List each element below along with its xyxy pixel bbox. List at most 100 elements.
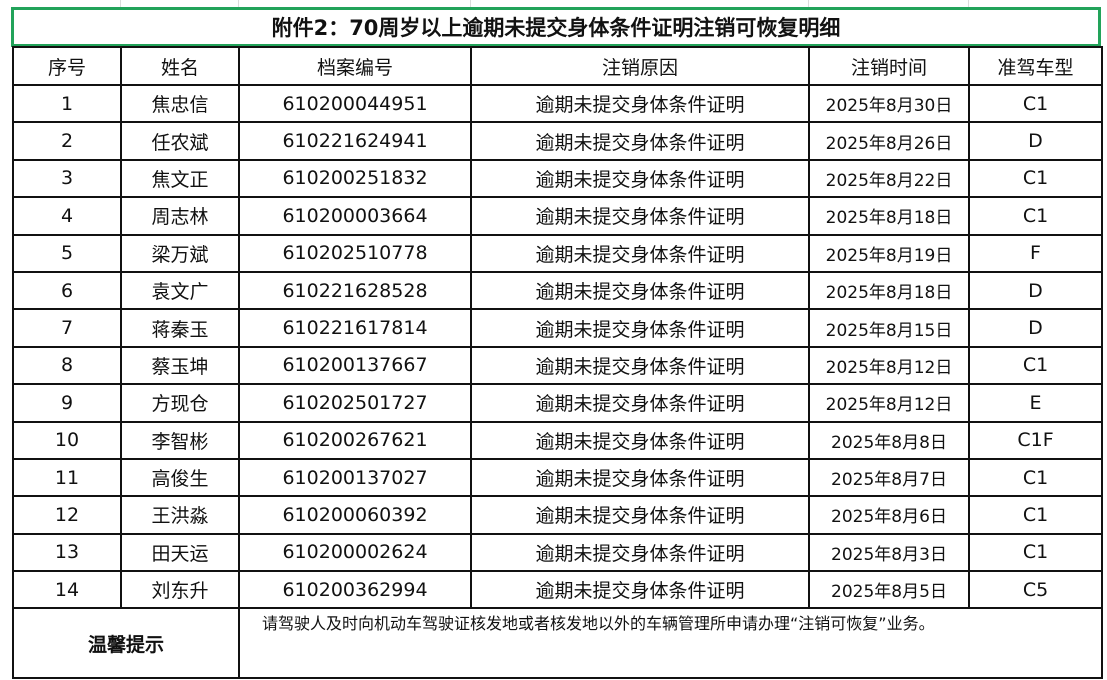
cell-reason[interactable]: 逾期未提交身体条件证明 — [470, 196, 810, 236]
cell-date[interactable]: 2025年8月15日 — [808, 308, 970, 348]
cell-vehicle-class[interactable]: C1 — [968, 196, 1103, 236]
cell-vehicle-class[interactable]: D — [968, 121, 1103, 161]
cell-name[interactable]: 梁万斌 — [120, 233, 240, 273]
cell-name[interactable]: 王洪淼 — [120, 495, 240, 535]
table-row: 5 梁万斌 610202510778 逾期未提交身体条件证明 2025年8月19日 F — [12, 233, 1103, 273]
cell-reason[interactable]: 逾期未提交身体条件证明 — [470, 495, 810, 535]
cell-file-number[interactable]: 610202501727 — [238, 383, 472, 423]
cell-file-number[interactable]: 610200362994 — [238, 570, 472, 610]
cell-index[interactable]: 3 — [12, 158, 122, 199]
cell-file-number[interactable]: 610221628528 — [238, 270, 472, 311]
cell-name[interactable]: 田天运 — [120, 532, 240, 573]
cell-reason[interactable]: 逾期未提交身体条件证明 — [470, 383, 810, 423]
cell-vehicle-class[interactable]: D — [968, 308, 1103, 348]
cell-date[interactable]: 2025年8月6日 — [808, 495, 970, 535]
cell-name[interactable]: 方现仓 — [120, 383, 240, 423]
cell-date[interactable]: 2025年8月18日 — [808, 196, 970, 236]
cell-name[interactable]: 焦忠信 — [120, 83, 240, 124]
cell-date[interactable]: 2025年8月18日 — [808, 270, 970, 311]
cell-name[interactable]: 李智彬 — [120, 420, 240, 460]
cell-vehicle-class[interactable]: C1F — [968, 420, 1103, 460]
cell-reason[interactable]: 逾期未提交身体条件证明 — [470, 308, 810, 348]
col-header-vehicle-class[interactable]: 准驾车型 — [968, 46, 1103, 86]
tip-row: 温馨提示 请驾驶人及时向机动车驾驶证核发地或者核发地以外的车辆管理所申请办理“注… — [12, 607, 1103, 680]
cell-reason[interactable]: 逾期未提交身体条件证明 — [470, 121, 810, 161]
cell-reason[interactable]: 逾期未提交身体条件证明 — [470, 532, 810, 573]
cell-index[interactable]: 7 — [12, 308, 122, 348]
cell-index[interactable]: 11 — [12, 457, 122, 498]
cell-file-number[interactable]: 610202510778 — [238, 233, 472, 273]
cell-reason[interactable]: 逾期未提交身体条件证明 — [470, 457, 810, 498]
cell-file-number[interactable]: 610200060392 — [238, 495, 472, 535]
cell-reason[interactable]: 逾期未提交身体条件证明 — [470, 345, 810, 386]
cell-index[interactable]: 1 — [12, 83, 122, 124]
cell-reason[interactable]: 逾期未提交身体条件证明 — [470, 420, 810, 460]
cell-name[interactable]: 蒋秦玉 — [120, 308, 240, 348]
cell-index[interactable]: 9 — [12, 383, 122, 423]
table-row: 4 周志林 610200003664 逾期未提交身体条件证明 2025年8月18日 C1 — [12, 196, 1103, 236]
cell-index[interactable]: 6 — [12, 270, 122, 311]
cell-reason[interactable]: 逾期未提交身体条件证明 — [470, 233, 810, 273]
col-header-index[interactable]: 序号 — [12, 46, 122, 86]
cell-date[interactable]: 2025年8月26日 — [808, 121, 970, 161]
cell-file-number[interactable]: 610200044951 — [238, 83, 472, 124]
tip-text[interactable]: 请驾驶人及时向机动车驾驶证核发地或者核发地以外的车辆管理所申请办理“注销可恢复”… — [238, 607, 1103, 680]
cell-date[interactable]: 2025年8月12日 — [808, 383, 970, 423]
cell-name[interactable]: 刘东升 — [120, 570, 240, 610]
cell-date[interactable]: 2025年8月3日 — [808, 532, 970, 573]
cell-file-number[interactable]: 610200251832 — [238, 158, 472, 199]
cell-date[interactable]: 2025年8月22日 — [808, 158, 970, 199]
cell-vehicle-class[interactable]: D — [968, 270, 1103, 311]
cell-date[interactable]: 2025年8月19日 — [808, 233, 970, 273]
cell-index[interactable]: 2 — [12, 121, 122, 161]
cell-file-number[interactable]: 610200002624 — [238, 532, 472, 573]
cell-name[interactable]: 蔡玉坤 — [120, 345, 240, 386]
cell-name[interactable]: 周志林 — [120, 196, 240, 236]
cell-vehicle-class[interactable]: C1 — [968, 495, 1103, 535]
cell-vehicle-class[interactable]: C5 — [968, 570, 1103, 610]
cell-reason[interactable]: 逾期未提交身体条件证明 — [470, 158, 810, 199]
cell-file-number[interactable]: 610200003664 — [238, 196, 472, 236]
cell-index[interactable]: 12 — [12, 495, 122, 535]
table-row: 2 任农斌 610221624941 逾期未提交身体条件证明 2025年8月26日 D — [12, 121, 1103, 161]
cell-vehicle-class[interactable]: E — [968, 383, 1103, 423]
cell-index[interactable]: 4 — [12, 196, 122, 236]
cell-date[interactable]: 2025年8月8日 — [808, 420, 970, 460]
cell-vehicle-class[interactable]: F — [968, 233, 1103, 273]
col-header-date[interactable]: 注销时间 — [808, 46, 970, 86]
cell-index[interactable]: 13 — [12, 532, 122, 573]
cell-file-number[interactable]: 610221617814 — [238, 308, 472, 348]
cell-vehicle-class[interactable]: C1 — [968, 83, 1103, 124]
cell-vehicle-class[interactable]: C1 — [968, 457, 1103, 498]
table-row: 3 焦文正 610200251832 逾期未提交身体条件证明 2025年8月22日 C1 — [12, 158, 1103, 199]
col-header-file-number[interactable]: 档案编号 — [238, 46, 472, 86]
cell-vehicle-class[interactable]: C1 — [968, 345, 1103, 386]
cell-date[interactable]: 2025年8月12日 — [808, 345, 970, 386]
sheet-title: 附件2：70周岁以上逾期未提交身体条件证明注销可恢复明细 — [11, 7, 1101, 47]
cell-index[interactable]: 8 — [12, 345, 122, 386]
cell-name[interactable]: 高俊生 — [120, 457, 240, 498]
cell-index[interactable]: 5 — [12, 233, 122, 273]
cell-file-number[interactable]: 610221624941 — [238, 121, 472, 161]
cell-date[interactable]: 2025年8月5日 — [808, 570, 970, 610]
cell-date[interactable]: 2025年8月7日 — [808, 457, 970, 498]
cell-file-number[interactable]: 610200137667 — [238, 345, 472, 386]
cell-reason[interactable]: 逾期未提交身体条件证明 — [470, 570, 810, 610]
cell-date[interactable]: 2025年8月30日 — [808, 83, 970, 124]
tip-label[interactable]: 温馨提示 — [12, 607, 240, 680]
cell-index[interactable]: 10 — [12, 420, 122, 460]
col-header-reason[interactable]: 注销原因 — [470, 46, 810, 86]
table-row: 13 田天运 610200002624 逾期未提交身体条件证明 2025年8月3日 C1 — [12, 532, 1103, 573]
cell-name[interactable]: 任农斌 — [120, 121, 240, 161]
cell-reason[interactable]: 逾期未提交身体条件证明 — [470, 270, 810, 311]
cell-reason[interactable]: 逾期未提交身体条件证明 — [470, 83, 810, 124]
cell-file-number[interactable]: 610200137027 — [238, 457, 472, 498]
cell-name[interactable]: 焦文正 — [120, 158, 240, 199]
cell-file-number[interactable]: 610200267621 — [238, 420, 472, 460]
cell-vehicle-class[interactable]: C1 — [968, 532, 1103, 573]
col-header-name[interactable]: 姓名 — [120, 46, 240, 86]
cell-index[interactable]: 14 — [12, 570, 122, 610]
cell-name[interactable]: 袁文广 — [120, 270, 240, 311]
cell-vehicle-class[interactable]: C1 — [968, 158, 1103, 199]
table-row: 10 李智彬 610200267621 逾期未提交身体条件证明 2025年8月8日 C1F — [12, 420, 1103, 460]
